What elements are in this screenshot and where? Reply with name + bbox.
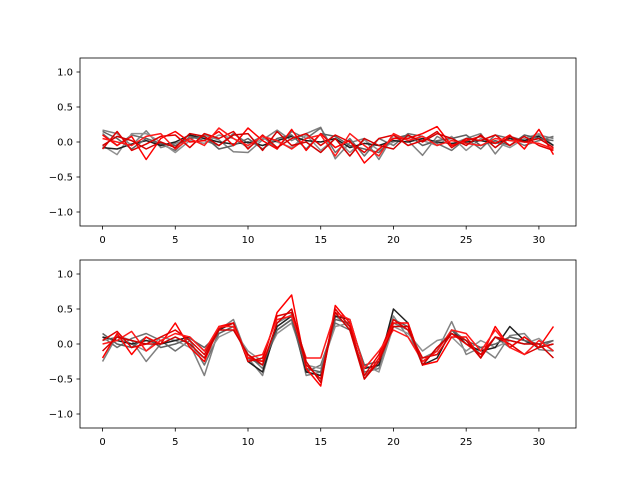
y-tick-label: −1.0 (49, 410, 73, 421)
series-line-9 (102, 308, 554, 384)
x-tick-label: 10 (242, 235, 255, 246)
x-tick-label: 30 (533, 437, 546, 448)
y-tick-label: 0.0 (57, 340, 73, 351)
series-line-8 (102, 311, 554, 370)
series-line-7 (101, 130, 554, 154)
top-subplot: 0 5 10 15 20 25 30 −1.0 −0.5 0.0 0.5 1.0 (49, 57, 577, 246)
x-tick-label: 25 (460, 235, 473, 246)
x-tick-label: 25 (460, 437, 473, 448)
y-tick-label: 1.0 (57, 68, 73, 79)
y-tick-label: 1.0 (57, 270, 73, 281)
y-tick-label: 0.5 (57, 103, 73, 114)
series-line-9 (102, 130, 554, 157)
x-tick-label: 20 (387, 437, 400, 448)
y-tick-label: 0.5 (57, 305, 73, 316)
bottom-subplot: 0 5 10 15 20 25 30 −1.0 −0.5 0.0 0.5 1.0 (49, 259, 577, 448)
x-tick-label: 20 (387, 235, 400, 246)
x-tick-label: 5 (172, 437, 178, 448)
x-tick-label: 10 (242, 437, 255, 448)
x-tick-label: 15 (314, 437, 327, 448)
x-tick-label: 30 (533, 235, 546, 246)
x-tick-label: 15 (314, 235, 327, 246)
x-tick-label: 5 (172, 235, 178, 246)
series-line-1 (102, 126, 554, 161)
y-tick-label: −0.5 (49, 173, 73, 184)
y-tick-label: 0.0 (57, 138, 73, 149)
x-tick-label: 0 (99, 437, 105, 448)
y-tick-label: −1.0 (49, 208, 73, 219)
x-tick-label: 0 (99, 235, 105, 246)
y-tick-label: −0.5 (49, 375, 73, 386)
